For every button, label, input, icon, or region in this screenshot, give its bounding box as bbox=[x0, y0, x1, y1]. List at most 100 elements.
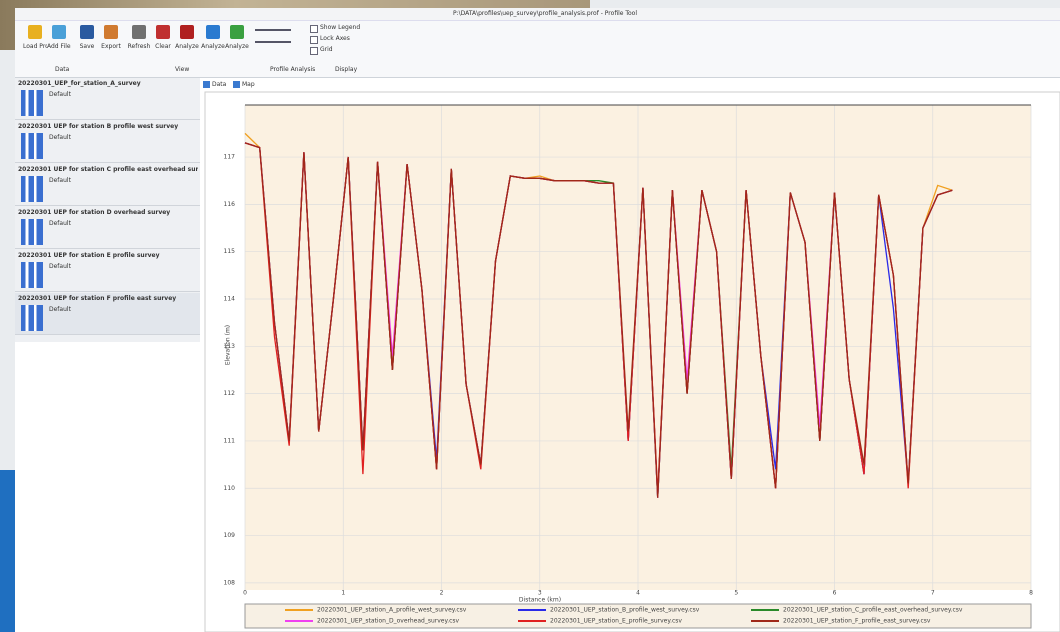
x-tick-label: 0 bbox=[243, 590, 247, 597]
toolbar-icon bbox=[233, 81, 240, 88]
button-icon bbox=[180, 25, 194, 39]
y-tick-label: 112 bbox=[224, 390, 236, 397]
legend-label: 20220301_UEP_station_A_profile_west_surv… bbox=[317, 607, 467, 614]
item-title: 20220301 UEP for station B profile west … bbox=[18, 123, 179, 130]
item-label: Default bbox=[49, 177, 71, 184]
ribbon: Load ProjectAdd Files Save Export Refresh Cl… bbox=[15, 21, 1060, 78]
ribbon-button[interactable]: Analyze bbox=[175, 23, 199, 59]
button-icon bbox=[156, 25, 170, 39]
button-label: Analyze bbox=[201, 43, 225, 50]
x-tick-label: 1 bbox=[341, 590, 345, 597]
ribbon-button[interactable]: Save bbox=[75, 23, 99, 59]
item-thumbnail bbox=[21, 219, 43, 245]
legend-label: 20220301_UEP_station_D_overhead_survey.c… bbox=[317, 618, 460, 625]
button-icon bbox=[80, 25, 94, 39]
toolbar: Data Map bbox=[203, 79, 363, 91]
y-tick-label: 113 bbox=[224, 343, 236, 350]
item-label: Default bbox=[49, 306, 71, 313]
series-line bbox=[244, 142, 953, 498]
checkbox[interactable]: Show Legend bbox=[310, 24, 370, 33]
ribbon-button[interactable]: Add Files bbox=[47, 23, 71, 59]
y-tick-label: 111 bbox=[224, 437, 236, 444]
sidebar-item[interactable]: 20220301 UEP for station C profile east … bbox=[15, 164, 200, 206]
button-icon bbox=[28, 25, 42, 39]
item-thumbnail bbox=[21, 305, 43, 331]
checkbox-label: Grid bbox=[320, 46, 333, 53]
button-label: Export bbox=[101, 43, 121, 50]
x-axis-title: Distance (km) bbox=[519, 597, 561, 604]
button-icon bbox=[52, 25, 66, 39]
item-title: 20220301_UEP_for_station_A_survey bbox=[18, 80, 141, 87]
group-label: View bbox=[175, 66, 190, 73]
group-label: Data bbox=[55, 66, 70, 73]
legend-label: 20220301_UEP_station_E_profile_survey.cs… bbox=[550, 618, 682, 625]
legend-label: 20220301_UEP_station_B_profile_west_surv… bbox=[550, 607, 700, 614]
button-icon bbox=[230, 25, 244, 39]
item-thumbnail bbox=[21, 90, 43, 116]
checkbox-box bbox=[310, 36, 318, 44]
y-tick-label: 108 bbox=[224, 579, 236, 586]
ribbon-button[interactable]: Analyze bbox=[201, 23, 225, 59]
window-title: P:\DATA\profiles\uep_survey\profile_anal… bbox=[452, 10, 638, 17]
ribbon-button[interactable]: Analyze bbox=[225, 23, 249, 59]
x-tick-label: 6 bbox=[833, 590, 837, 597]
item-title: 20220301 UEP for station E profile surve… bbox=[18, 252, 160, 259]
sidebar-item[interactable]: 20220301 UEP for station D overhead surv… bbox=[15, 207, 200, 249]
ribbon-button[interactable]: Export bbox=[99, 23, 123, 59]
button-label: Analyze bbox=[225, 43, 249, 50]
ribbon-button[interactable]: Load Project bbox=[23, 23, 47, 59]
button-label: Load Project bbox=[23, 43, 47, 50]
button-label: Clear bbox=[155, 43, 171, 50]
y-tick-label: 110 bbox=[224, 485, 236, 492]
button-label: Analyze bbox=[175, 43, 199, 50]
item-thumbnail bbox=[21, 133, 43, 159]
sidebar-item[interactable]: 20220301 UEP for station B profile west … bbox=[15, 121, 200, 163]
item-title: 20220301 UEP for station D overhead surv… bbox=[18, 209, 171, 216]
x-tick-label: 3 bbox=[538, 590, 542, 597]
checkbox[interactable]: Lock Axes bbox=[310, 35, 370, 44]
button-label: Save bbox=[79, 43, 95, 50]
toolbar-label: Map bbox=[242, 81, 255, 88]
toolbar-icon bbox=[203, 81, 210, 88]
item-title: 20220301 UEP for station F profile east … bbox=[18, 295, 177, 302]
legend-label: 20220301_UEP_station_F_profile_east_surv… bbox=[783, 618, 931, 625]
y-tick-label: 115 bbox=[224, 248, 236, 255]
checkbox-box bbox=[310, 25, 318, 33]
toolbar-button[interactable]: Data bbox=[203, 79, 231, 90]
checkbox-box bbox=[310, 47, 318, 55]
sidebar-item[interactable]: 20220301_UEP_for_station_A_survey Default bbox=[15, 78, 200, 120]
title-bar: P:\DATA\profiles\uep_survey\profile_anal… bbox=[15, 8, 1060, 21]
align-controls bbox=[255, 29, 291, 43]
ribbon-button[interactable]: Clear bbox=[151, 23, 175, 59]
item-label: Default bbox=[49, 91, 71, 98]
x-tick-label: 5 bbox=[734, 590, 738, 597]
ribbon-button[interactable]: Refresh bbox=[127, 23, 151, 59]
x-tick-label: 2 bbox=[440, 590, 444, 597]
toolbar-button[interactable]: Map bbox=[233, 79, 261, 90]
x-tick-label: 7 bbox=[931, 590, 935, 597]
taskbar bbox=[0, 470, 15, 632]
sidebar-item[interactable]: 20220301 UEP for station F profile east … bbox=[15, 293, 200, 335]
group-label: Display bbox=[335, 66, 358, 73]
toolbar-label: Data bbox=[212, 81, 227, 88]
x-tick-label: 4 bbox=[636, 590, 640, 597]
y-tick-label: 109 bbox=[224, 532, 236, 539]
checkbox[interactable]: Grid bbox=[310, 46, 370, 55]
sidebar-item[interactable]: 20220301 UEP for station E profile surve… bbox=[15, 250, 200, 292]
y-tick-label: 114 bbox=[224, 296, 236, 303]
button-label: Add Files bbox=[47, 43, 71, 50]
y-tick-label: 116 bbox=[224, 201, 236, 208]
y-tick-label: 117 bbox=[224, 154, 236, 161]
item-label: Default bbox=[49, 134, 71, 141]
button-icon bbox=[206, 25, 220, 39]
item-label: Default bbox=[49, 220, 71, 227]
legend bbox=[244, 603, 1032, 629]
item-title: 20220301 UEP for station C profile east … bbox=[18, 166, 198, 173]
button-label: Refresh bbox=[127, 43, 151, 50]
x-tick-label: 8 bbox=[1029, 590, 1033, 597]
button-icon bbox=[132, 25, 146, 39]
y-axis-title: Elevation (m) bbox=[225, 325, 232, 365]
checkbox-label: Show Legend bbox=[320, 24, 361, 31]
